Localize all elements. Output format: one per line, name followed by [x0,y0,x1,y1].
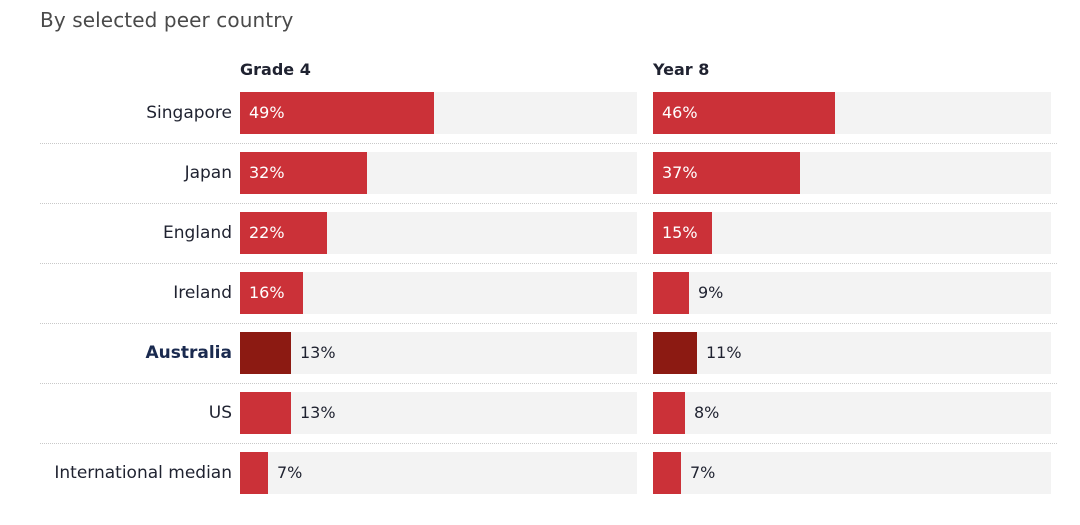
row-divider [40,383,1057,384]
chart-subtitle: By selected peer country [40,8,294,32]
data-label-grade-4-ireland: 16% [249,283,285,302]
bar-year-8-singapore [653,92,835,134]
data-label-year-8-japan: 37% [662,163,698,182]
data-label-year-8-us: 8% [694,403,720,422]
data-label-year-8-ireland: 9% [698,283,724,302]
bar-grade-4-ireland [240,272,303,314]
data-label-grade-4-international-median: 7% [277,463,303,482]
row-label-japan: Japan [184,163,232,183]
bar-track-grade-4-international-median [240,452,637,494]
row-divider [40,143,1057,144]
panel-title-year-8: Year 8 [653,60,710,79]
bar-year-8-australia [653,332,697,374]
bar-grade-4-australia [240,332,291,374]
data-label-grade-4-japan: 32% [249,163,285,182]
bar-track-grade-4-us [240,392,637,434]
bar-track-year-8-england [653,212,1051,254]
row-divider [40,203,1057,204]
bar-track-year-8-international-median [653,452,1051,494]
bar-track-year-8-us [653,392,1051,434]
row-label-international-median: International median [54,463,232,483]
row-divider [40,323,1057,324]
bar-grade-4-england [240,212,327,254]
row-label-england: England [162,223,232,243]
bar-grade-4-singapore [240,92,434,134]
data-label-year-8-england: 15% [662,223,698,242]
bar-grade-4-japan [240,152,367,194]
data-label-grade-4-us: 13% [300,403,336,422]
bar-year-8-japan [653,152,800,194]
row-label-us: US [208,403,232,423]
panel-title-grade-4: Grade 4 [240,60,311,79]
row-label-ireland: Ireland [173,283,232,303]
bar-year-8-international-median [653,452,681,494]
row-divider [40,263,1057,264]
data-label-grade-4-singapore: 49% [249,103,285,122]
bar-track-year-8-ireland [653,272,1051,314]
data-label-grade-4-australia: 13% [300,343,336,362]
row-label-australia: Australia [145,343,233,363]
data-label-grade-4-england: 22% [249,223,285,242]
bar-grade-4-us [240,392,291,434]
bar-track-grade-4-ireland [240,272,637,314]
bar-year-8-ireland [653,272,689,314]
data-label-year-8-international-median: 7% [690,463,716,482]
bar-year-8-us [653,392,685,434]
bar-grade-4-international-median [240,452,268,494]
bar-track-grade-4-australia [240,332,637,374]
row-divider [40,443,1057,444]
bar-year-8-england [653,212,712,254]
bar-track-year-8-australia [653,332,1051,374]
row-label-singapore: Singapore [146,103,232,123]
data-label-year-8-australia: 11% [706,343,742,362]
data-label-year-8-singapore: 46% [662,103,698,122]
